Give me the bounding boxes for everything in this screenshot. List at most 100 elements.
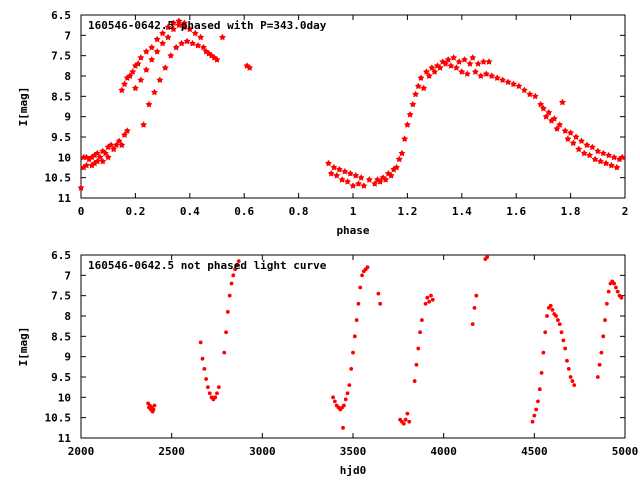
data-point [586, 151, 594, 159]
data-point [161, 64, 169, 71]
data-point [175, 21, 183, 29]
data-point [170, 25, 177, 33]
data-point [420, 84, 428, 92]
data-point [578, 137, 585, 144]
data-point [559, 330, 564, 335]
data-point [472, 68, 479, 75]
data-point [235, 263, 239, 268]
data-point [93, 149, 101, 157]
data-point [344, 178, 351, 185]
data-point [191, 29, 199, 37]
x-tick-label: 4000 [430, 445, 457, 458]
data-point [134, 60, 142, 67]
data-point [330, 163, 338, 171]
data-point [569, 139, 577, 146]
data-point [614, 285, 618, 290]
data-point [393, 163, 400, 171]
data-point [360, 273, 364, 278]
data-point [431, 68, 438, 75]
data-point [170, 19, 177, 26]
x-tick-label: 1 [350, 205, 357, 218]
data-point [341, 168, 349, 175]
x-tick-label: 1.2 [397, 205, 417, 218]
data-point [216, 385, 221, 390]
data-point [142, 66, 150, 73]
data-point [591, 155, 599, 163]
x-tick-label: 0.4 [180, 205, 200, 218]
data-point [194, 41, 202, 49]
data-point [619, 295, 624, 300]
data-point [332, 399, 337, 404]
data-point [225, 310, 230, 314]
data-point [123, 74, 131, 81]
data-point [568, 375, 573, 379]
data-point [526, 90, 534, 98]
data-point [382, 176, 390, 183]
data-point [219, 33, 226, 41]
x-tick-label: 3500 [340, 445, 367, 458]
data-point [132, 62, 139, 69]
data-point [197, 33, 205, 41]
data-point [189, 39, 196, 47]
phased-light-curve-panel: 0 0.2 0.4 0.6 0.8 1 1.2 1.4 1.6 1.8 2 6.5 7 7.5 8 8.5 9 9… [17, 9, 628, 237]
data-point [436, 64, 444, 71]
data-point [599, 149, 607, 157]
data-point [365, 176, 373, 183]
data-point [104, 143, 112, 151]
data-point [200, 356, 205, 361]
data-point [556, 121, 564, 128]
data-point [202, 366, 207, 371]
data-point [504, 78, 512, 85]
data-point [352, 334, 357, 339]
data-point [352, 172, 360, 179]
data-point [371, 180, 379, 187]
data-point [566, 366, 571, 371]
data-point [541, 350, 546, 355]
data-point [378, 301, 383, 306]
data-point [455, 58, 463, 65]
data-point [575, 145, 583, 153]
data-point [99, 157, 107, 165]
data-point [229, 281, 234, 286]
data-point [151, 88, 158, 96]
data-point [572, 133, 580, 140]
data-point [349, 182, 357, 189]
data-point [493, 74, 501, 81]
data-point [148, 43, 156, 51]
x-tick-label: 2500 [158, 445, 185, 458]
x-tick-label: 1.4 [452, 205, 472, 218]
data-point [444, 56, 452, 63]
data-point [207, 391, 212, 396]
data-point [461, 56, 468, 63]
data-point [405, 411, 410, 416]
data-point [152, 403, 157, 408]
data-point [167, 52, 175, 59]
y-tick-label: 9.5 [51, 131, 71, 144]
data-point [343, 397, 348, 402]
data-point [618, 153, 626, 161]
chart-title: 160546-0642.5 not phased light curve [88, 259, 327, 272]
data-point [336, 165, 343, 173]
data-point [404, 121, 411, 128]
data-point [349, 366, 354, 371]
y-tick-label: 9 [64, 351, 71, 364]
data-point [510, 80, 517, 87]
y-tick-label: 6.5 [51, 9, 71, 22]
data-point [83, 161, 90, 169]
data-point [407, 419, 412, 424]
data-point [416, 346, 421, 351]
data-point [333, 172, 341, 179]
data-point [93, 157, 101, 165]
data-point [580, 149, 588, 157]
x-tick-label: 2000 [68, 445, 95, 458]
data-point [129, 68, 137, 75]
data-point [104, 153, 112, 161]
x-tick-label: 5000 [612, 445, 639, 458]
y-tick-label: 8 [64, 310, 71, 323]
data-point [91, 159, 98, 167]
data-point [387, 172, 395, 179]
data-point [145, 100, 153, 108]
data-point [450, 54, 458, 61]
data-point [550, 308, 555, 312]
y-tick-label: 8 [64, 70, 71, 83]
